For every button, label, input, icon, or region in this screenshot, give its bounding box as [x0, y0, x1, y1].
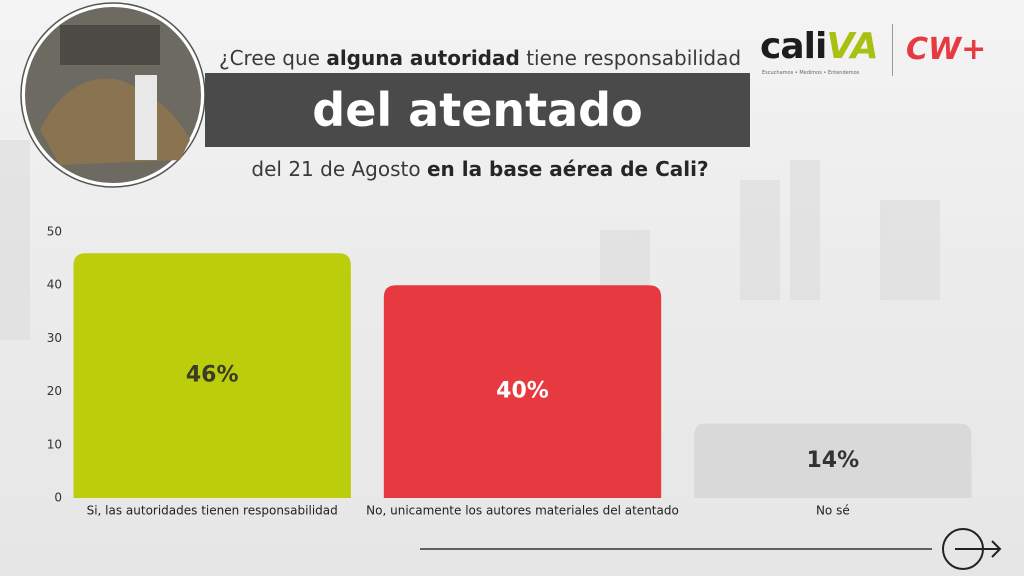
- next-button[interactable]: [942, 528, 1002, 570]
- separator: [892, 24, 893, 76]
- y-tick-label: 10: [47, 437, 62, 451]
- question-text: tiene responsabilidad: [526, 46, 742, 70]
- value-label: 14%: [806, 448, 859, 473]
- value-label: 46%: [186, 363, 239, 388]
- value-label: 40%: [496, 379, 549, 404]
- x-tick-label: Si, las autoridades tienen responsabilid…: [87, 504, 338, 518]
- y-tick-label: 0: [54, 491, 62, 505]
- y-tick-label: 50: [47, 225, 62, 239]
- logo-text: cali: [760, 26, 827, 67]
- logo-text: VA: [826, 26, 878, 67]
- bar: [73, 253, 351, 498]
- y-tick-label: 30: [47, 331, 62, 345]
- question-text: ¿Cree que: [218, 46, 320, 70]
- question-text: alguna autoridad: [326, 46, 520, 70]
- x-tick-label: No sé: [816, 504, 850, 518]
- caliva-logo: caliVA: [760, 26, 879, 67]
- subtitle-text: del 21 de Agosto: [251, 157, 421, 181]
- banner: del atentado: [205, 73, 750, 147]
- photo: [20, 2, 206, 188]
- caliva-tagline: Escuchamos • Medimos • Entendemos: [762, 70, 860, 76]
- bar: [383, 285, 662, 498]
- footer-nav: [420, 528, 1002, 570]
- cw-logo: CW+: [906, 32, 987, 67]
- subtitle-text: en la base aérea de Cali?: [426, 157, 709, 181]
- x-tick-label: No, unicamente los autores materiales de…: [366, 504, 679, 518]
- background-city: [0, 140, 940, 340]
- bar: [694, 423, 972, 498]
- y-tick-label: 40: [47, 278, 62, 292]
- question: ¿Cree que alguna autoridad tiene respons…: [200, 46, 760, 70]
- subtitle: del 21 de Agosto en la base aérea de Cal…: [200, 157, 760, 181]
- y-tick-label: 20: [47, 384, 62, 398]
